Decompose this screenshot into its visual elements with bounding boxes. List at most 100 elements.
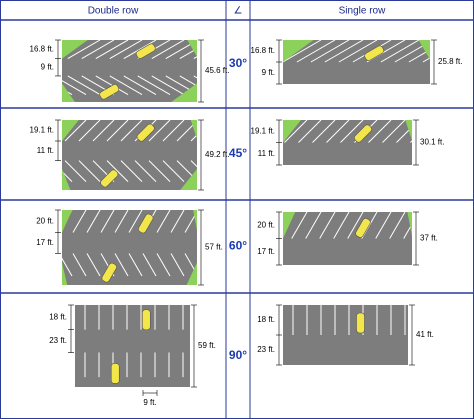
total-depth-label: 45.6 ft. [205, 66, 229, 75]
aisle-width-label: 17 ft. [36, 238, 54, 247]
stall-stripe [340, 120, 364, 143]
car [364, 45, 385, 61]
parking-lot [62, 40, 197, 102]
stall-stripe [162, 160, 185, 182]
lot-surface [62, 210, 197, 285]
total-depth-label: 57 ft. [205, 243, 223, 252]
stall-stripe [312, 120, 336, 143]
stall-stripe [396, 126, 412, 143]
aisle-width-label: 9 ft. [41, 62, 54, 71]
stall-stripe [78, 160, 101, 182]
total-depth-label: 25.8 ft. [438, 57, 462, 66]
angle-label: 30° [229, 56, 247, 70]
stall-depth-label: 20 ft. [36, 216, 54, 225]
total-depth-label: 41 ft. [416, 330, 434, 339]
stall-stripe [78, 120, 101, 142]
stall-stripe [106, 120, 129, 142]
stall-depth-label: 16.8 ft. [251, 46, 275, 55]
landscape [418, 40, 430, 60]
stall-stripe [190, 134, 197, 142]
stall-stripe [72, 253, 87, 277]
car [100, 169, 119, 188]
landscape [193, 210, 197, 231]
parking-lot [283, 120, 412, 165]
car [99, 84, 120, 100]
angle-label: 90° [229, 348, 247, 362]
lot-surface [283, 212, 412, 265]
stall-stripe [170, 210, 185, 233]
angle-label: 45° [229, 146, 247, 160]
landscape [186, 262, 197, 285]
stall-stripe [284, 120, 308, 143]
stall-stripe [134, 160, 157, 182]
stall-stripe [114, 210, 129, 233]
parking-lot [62, 210, 197, 285]
car [110, 363, 120, 384]
angle-label: 60° [229, 239, 247, 253]
lot-surface [283, 305, 408, 365]
landscape [187, 40, 197, 57]
landscape [405, 120, 412, 141]
stall-stripe [291, 212, 308, 239]
stall-stripe [109, 40, 143, 60]
total-depth-label: 37 ft. [420, 234, 438, 243]
stall-stripe [128, 210, 143, 233]
stall-stripe [296, 40, 336, 63]
aisle-width-label: 23 ft. [49, 336, 67, 345]
stall-stripe [81, 40, 115, 60]
stall-stripe [123, 40, 157, 60]
stall-depth-label: 18 ft. [49, 312, 67, 321]
stall-stripe [67, 75, 101, 95]
lot-surface [62, 120, 197, 190]
parking-lot [62, 120, 197, 190]
stall-width-label: 9 ft. [143, 398, 156, 407]
aisle-width-label: 17 ft. [257, 247, 275, 256]
landscape [62, 83, 75, 102]
stall-stripe [123, 75, 157, 95]
stall-stripe [151, 75, 185, 95]
aisle-width-label: 11 ft. [37, 146, 54, 155]
stall-stripe [95, 40, 129, 60]
lot-surface [75, 305, 190, 387]
landscape [62, 40, 88, 59]
stall-stripe [382, 120, 406, 143]
stall-stripe [333, 212, 350, 239]
stall-stripe [170, 253, 185, 277]
stall-stripe [120, 120, 143, 142]
stall-stripe [109, 75, 143, 95]
stall-stripe [319, 212, 336, 239]
stall-depth-label: 16.8 ft. [30, 44, 54, 53]
stall-stripe [148, 120, 171, 142]
header-single: Single row [339, 6, 386, 17]
landscape [190, 120, 197, 139]
stall-stripe [64, 160, 87, 182]
landscape [62, 262, 68, 285]
stall-depth-label: 19.1 ft. [30, 126, 54, 135]
stall-stripe [151, 40, 185, 60]
landscape [62, 210, 73, 233]
car [354, 124, 372, 143]
stall-stripe [368, 120, 392, 143]
header-double: Double row [88, 6, 139, 17]
stall-depth-label: 20 ft. [257, 220, 275, 229]
stall-stripe [305, 212, 322, 239]
total-depth-label: 59 ft. [198, 341, 216, 350]
stall-stripe [190, 160, 197, 168]
stall-stripe [298, 120, 322, 143]
stall-stripe [114, 253, 129, 277]
stall-stripe [62, 80, 87, 95]
landscape [283, 212, 296, 239]
stall-depth-label: 18 ft. [257, 315, 275, 324]
landscape [171, 83, 197, 102]
car [356, 312, 365, 334]
lot-surface [283, 120, 412, 165]
car [355, 218, 371, 238]
stall-stripe [389, 212, 406, 239]
stall-stripe [62, 170, 73, 182]
car [136, 123, 155, 142]
stall-depth-label: 19.1 ft. [251, 126, 275, 135]
stall-stripe [375, 212, 392, 239]
stall-stripe [326, 120, 350, 143]
total-depth-label: 49.2 ft. [205, 150, 229, 159]
aisle-width-label: 11 ft. [258, 149, 275, 158]
